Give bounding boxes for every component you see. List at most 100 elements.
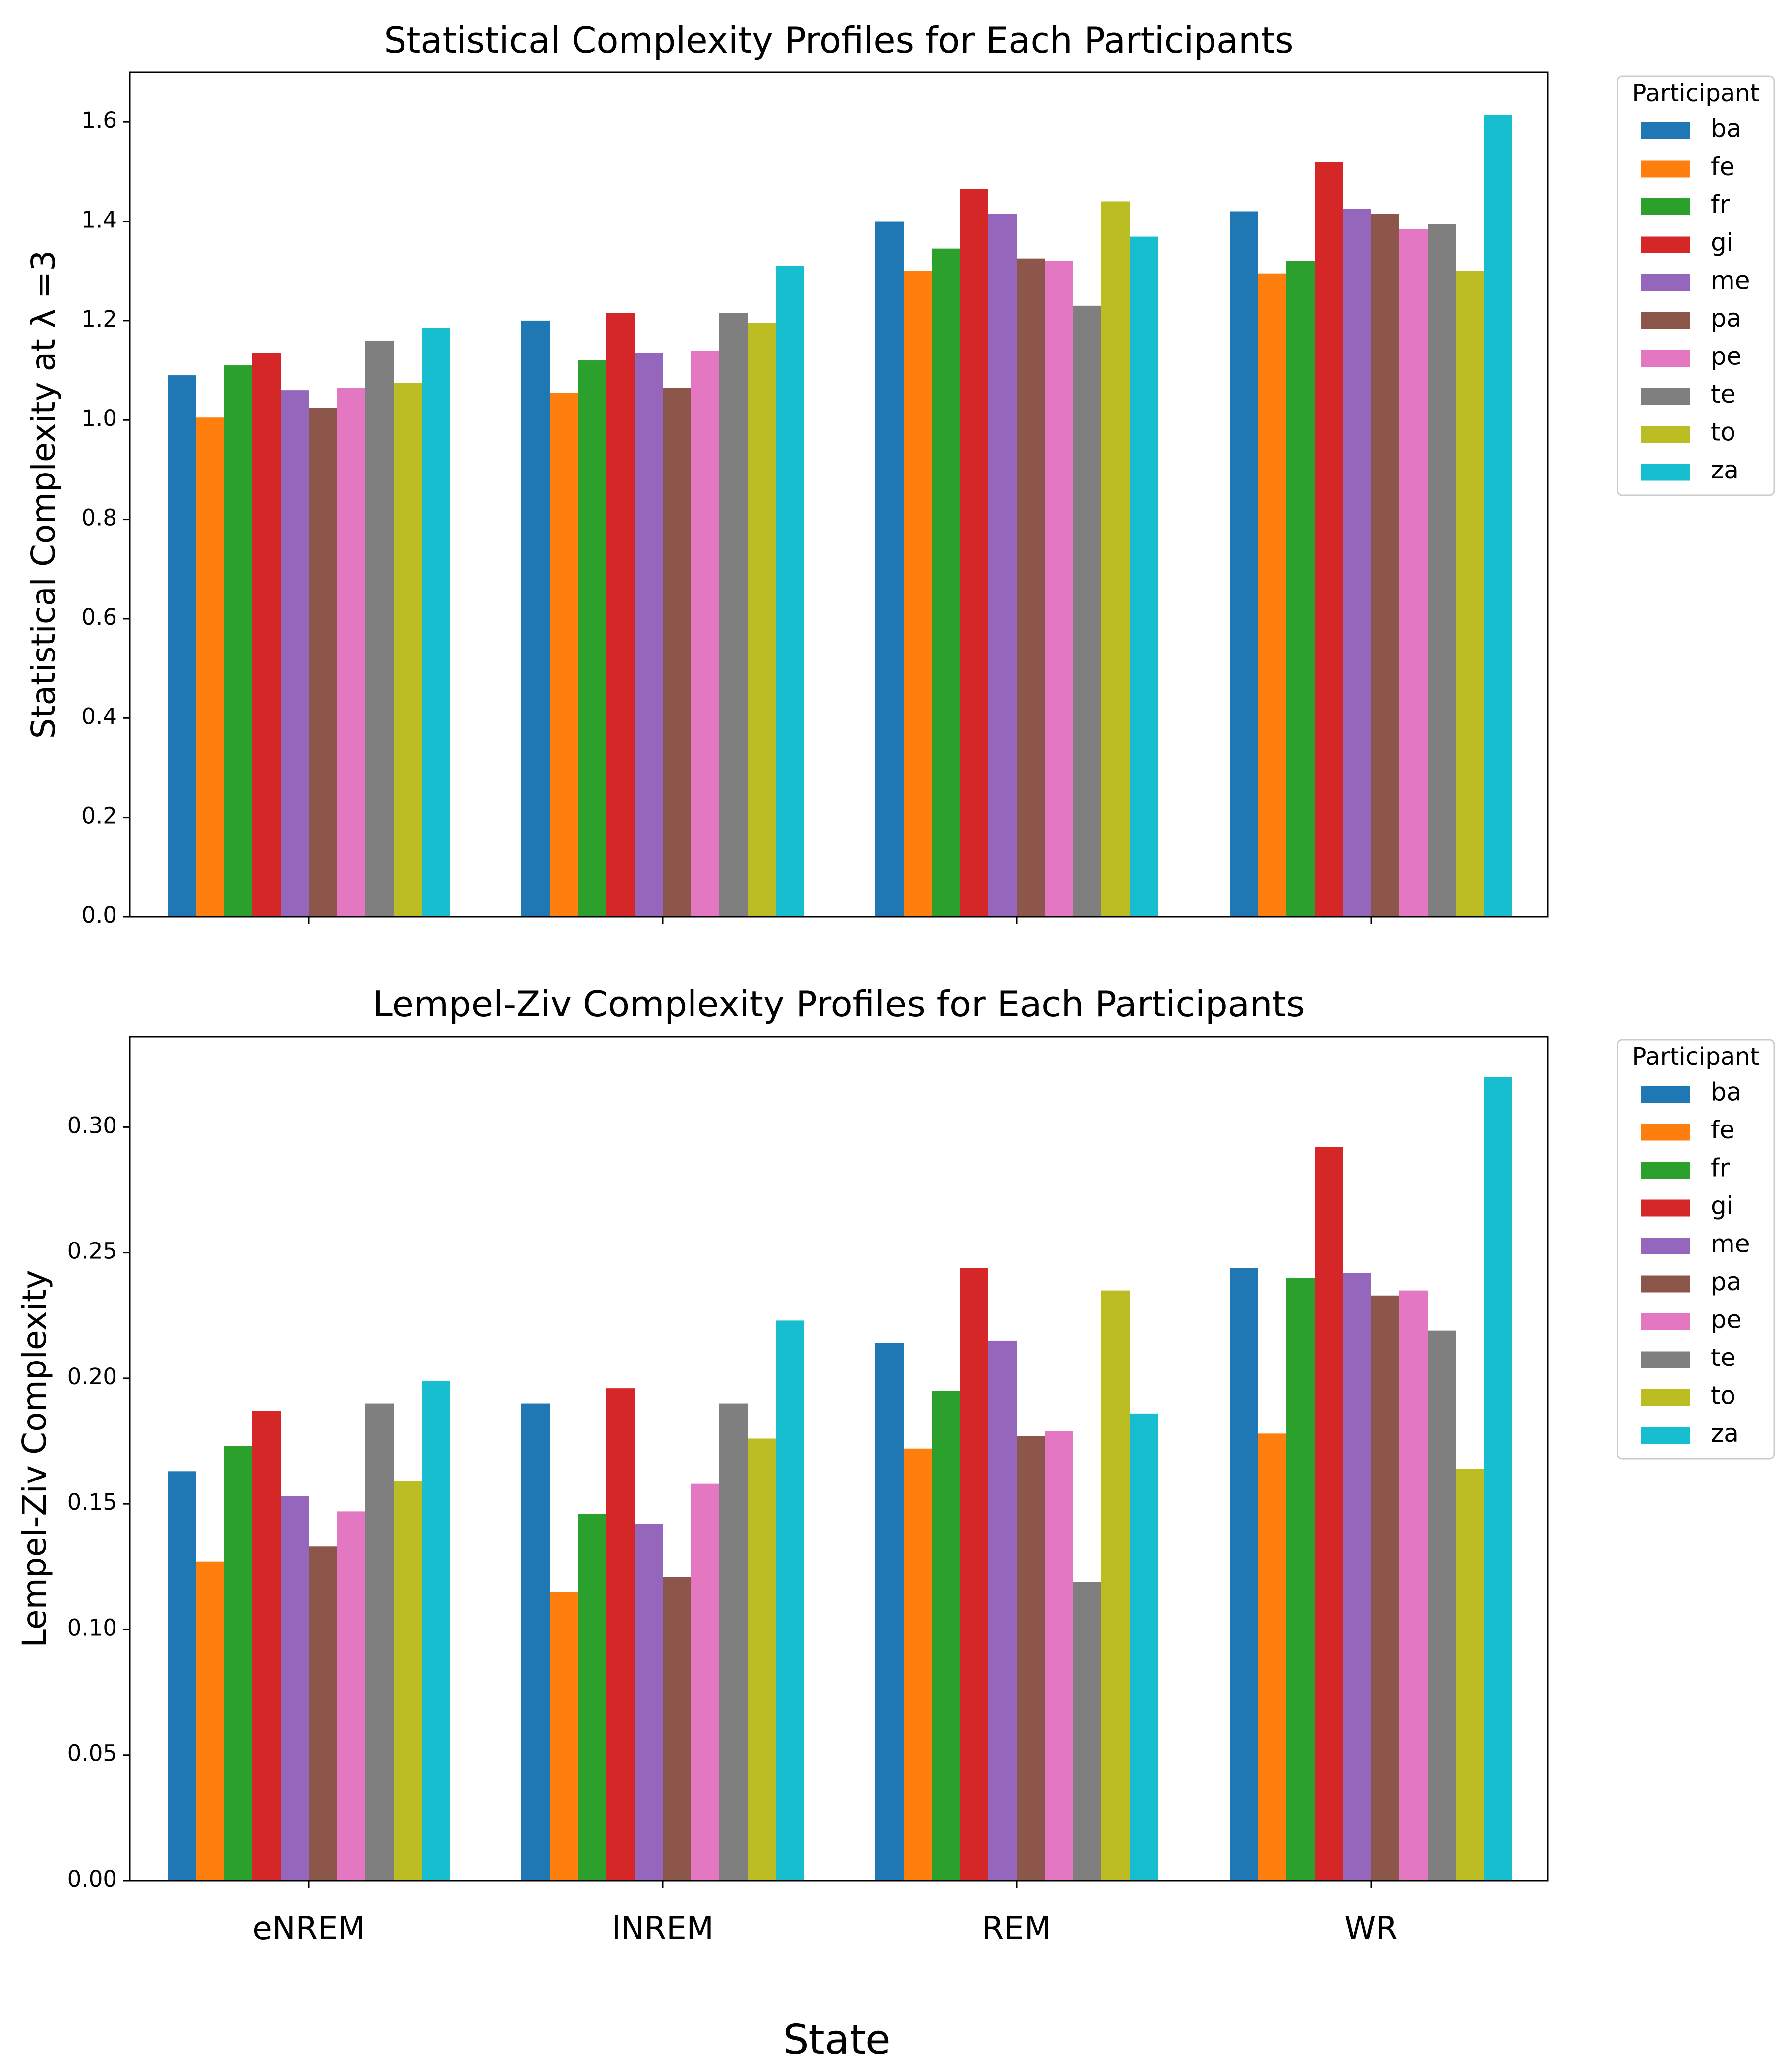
chart-title: Statistical Complexity Profiles for Each… [384,19,1294,61]
bar-te-rem [1073,305,1101,917]
bar-me-enrem [281,390,309,917]
legend-swatch-me [1641,274,1690,291]
bar-za-lnrem [776,1320,804,1881]
legend-label-za: za [1711,456,1739,484]
bar-fe-rem [904,271,932,917]
bar-pa-enrem [309,1546,337,1881]
x-tick-label: eNREM [252,1910,365,1947]
plot-frame [129,1036,1549,1882]
bar-pe-enrem [337,388,365,917]
lempel-ziv-complexity-chart: Lempel-Ziv Complexity Profiles for Each … [15,983,1775,1947]
y-tick-label: 1.0 [81,405,117,431]
y-tick-label: 0.30 [67,1112,117,1138]
x-tick-label: REM [982,1910,1051,1947]
bar-me-enrem [281,1496,309,1881]
bar-za-wr [1484,1077,1512,1881]
bar-fr-enrem [224,1446,252,1881]
bar-pe-lnrem [691,1483,719,1881]
bar-gi-wr [1315,162,1343,917]
y-tick-label: 0.05 [67,1740,117,1767]
bar-fe-enrem [196,417,224,917]
x-tick-label: lNREM [612,1910,714,1947]
bar-ba-rem [875,221,904,917]
y-tick-label: 0.10 [67,1614,117,1641]
legend-label-fe: fe [1711,1116,1734,1144]
y-tick-label: 1.4 [81,207,117,233]
bar-te-enrem [365,1403,394,1881]
legend-label-pa: pa [1711,1267,1741,1296]
chart-title: Lempel-Ziv Complexity Profiles for Each … [373,983,1305,1025]
bar-te-rem [1073,1582,1101,1881]
bar-pa-rem [1017,1436,1045,1881]
legend-swatch-te [1641,388,1690,405]
legend-swatch-pa [1641,312,1690,329]
bar-to-lnrem [748,323,776,917]
bar-te-enrem [365,340,394,917]
bar-pa-lnrem [663,388,691,917]
legend-swatch-pe [1641,350,1690,367]
bar-fe-wr [1258,273,1286,917]
legend-swatch-ba [1641,1086,1690,1103]
bar-te-wr [1428,1330,1456,1881]
bar-fe-wr [1258,1433,1286,1881]
bar-za-enrem [422,328,450,917]
y-tick-label: 0.2 [81,803,117,829]
legend-swatch-za [1641,464,1690,481]
bar-me-lnrem [635,1524,663,1881]
legend: Participant ba fe fr gi me pa pe te to za [1617,1039,1775,1460]
y-tick-label: 0.0 [81,902,117,928]
bar-ba-rem [875,1343,904,1881]
bar-gi-lnrem [606,313,635,917]
legend-swatch-ba [1641,122,1690,139]
legend-label-fr: fr [1711,190,1730,219]
bar-pe-wr [1399,1290,1428,1881]
y-tick-label: 0.00 [67,1866,117,1892]
legend-label-to: to [1711,1381,1735,1410]
legend-swatch-gi [1641,1199,1690,1217]
y-tick-label: 0.8 [81,505,117,531]
bar-to-enrem [394,1481,422,1881]
legend-swatch-za [1641,1427,1690,1444]
bar-fr-rem [932,248,960,917]
y-tick-label: 0.20 [67,1363,117,1390]
bar-gi-rem [960,189,988,917]
y-tick-label: 1.2 [81,306,117,332]
bar-gi-rem [960,1268,988,1881]
legend-swatch-fr [1641,198,1690,215]
bar-pa-wr [1371,1295,1399,1881]
legend-title: Participant [1632,79,1760,107]
y-tick-label: 0.4 [81,703,117,729]
legend-label-gi: gi [1711,1191,1733,1220]
legend-title: Participant [1632,1043,1760,1070]
legend-label-me: me [1711,266,1750,295]
legend-swatch-to [1641,426,1690,443]
y-tick-label: 0.25 [67,1238,117,1264]
bar-me-rem [988,214,1017,917]
bar-me-wr [1343,209,1371,917]
bar-me-lnrem [635,353,663,917]
bar-pa-rem [1017,258,1045,917]
legend-swatch-pe [1641,1313,1690,1330]
y-tick-label: 0.15 [67,1489,117,1515]
legend-swatch-gi [1641,236,1690,253]
bar-pa-wr [1371,214,1399,917]
legend-swatch-to [1641,1389,1690,1406]
legend-swatch-me [1641,1238,1690,1254]
legend-label-to: to [1711,418,1735,447]
legend-label-pe: pe [1711,1305,1742,1334]
legend-swatch-fe [1641,1124,1690,1141]
legend-label-me: me [1711,1230,1750,1258]
bar-te-lnrem [719,313,748,917]
y-axis-label: Lempel-Ziv Complexity [15,1270,54,1648]
legend-label-ba: ba [1711,1078,1741,1107]
legend-label-fe: fe [1711,152,1734,181]
bar-to-rem [1101,201,1130,917]
bar-ba-wr [1230,211,1258,917]
legend-label-pe: pe [1711,342,1742,371]
bar-ba-enrem [168,375,196,917]
bar-to-wr [1456,271,1484,917]
bar-za-rem [1130,236,1158,917]
bar-to-wr [1456,1469,1484,1881]
bar-za-wr [1484,115,1512,917]
legend-label-pa: pa [1711,304,1741,333]
